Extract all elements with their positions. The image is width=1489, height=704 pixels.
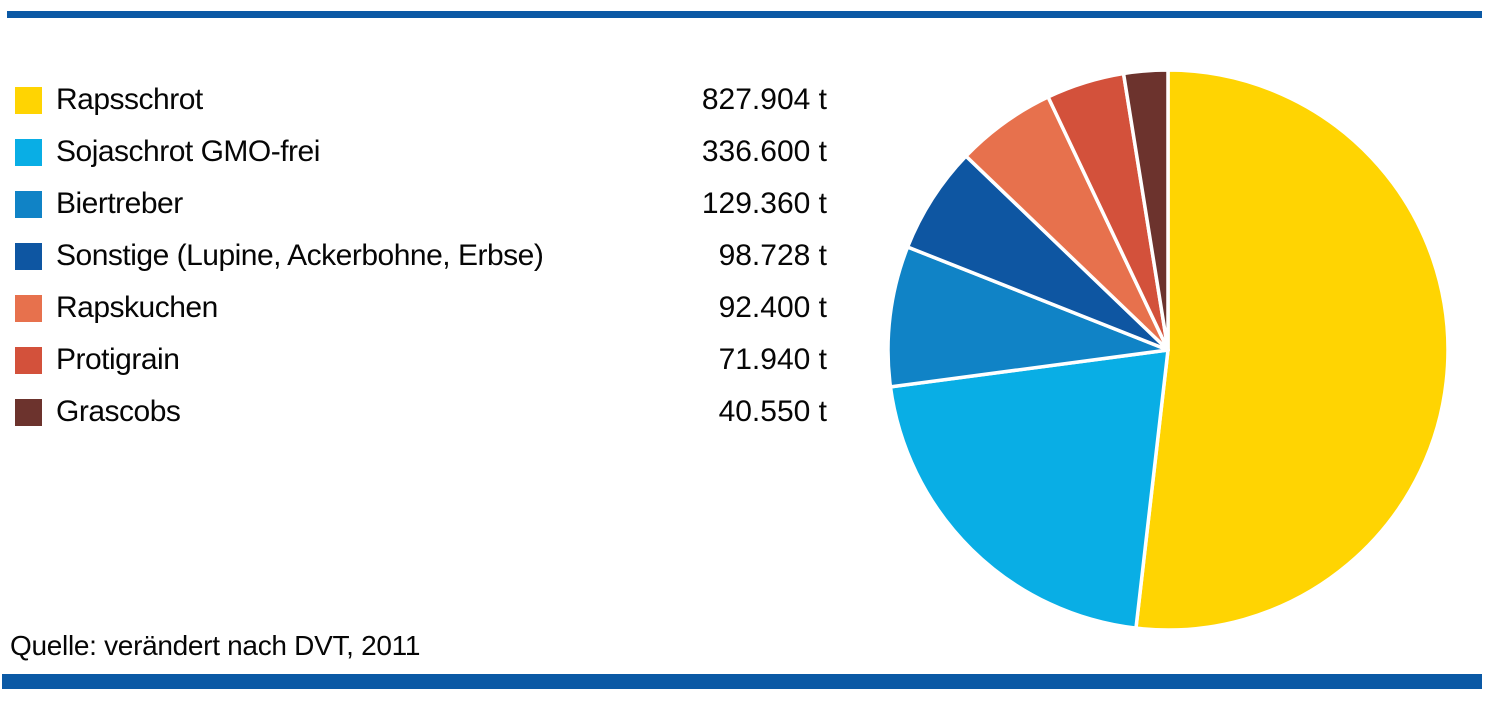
legend-value: 71.940 t bbox=[718, 343, 827, 376]
legend-value: 827.904 t bbox=[701, 83, 827, 116]
legend-label: Protigrain bbox=[56, 343, 180, 376]
legend-value: 336.600 t bbox=[701, 135, 827, 168]
legend-swatch bbox=[15, 294, 42, 322]
legend-item: Sonstige (Lupine, Ackerbohne, Erbse) 98.… bbox=[15, 230, 827, 282]
pie-chart bbox=[868, 50, 1468, 650]
legend-swatch bbox=[15, 86, 42, 114]
pie-legend: Rapsschrot 827.904 t Sojaschrot GMO-frei… bbox=[15, 74, 827, 438]
legend-value: 98.728 t bbox=[718, 239, 827, 272]
legend-value: 40.550 t bbox=[718, 395, 827, 428]
legend-item: Biertreber 129.360 t bbox=[15, 178, 827, 230]
pie-slice bbox=[1121, 68, 1170, 352]
legend-label: Sojaschrot GMO-frei bbox=[56, 135, 320, 168]
legend-value: 92.400 t bbox=[718, 291, 827, 324]
legend-label: Grascobs bbox=[56, 395, 181, 428]
legend-swatch bbox=[15, 398, 42, 426]
legend-label: Rapskuchen bbox=[56, 291, 218, 324]
source-note: Quelle: verändert nach DVT, 2011 bbox=[10, 630, 421, 661]
legend-item: Grascobs 40.550 t bbox=[15, 386, 827, 438]
legend-swatch bbox=[15, 242, 42, 270]
legend-value: 129.360 t bbox=[701, 187, 827, 220]
top-rule bbox=[7, 11, 1482, 18]
legend-item: Rapskuchen 92.400 t bbox=[15, 282, 827, 334]
pie-chart-svg bbox=[886, 68, 1450, 632]
legend-label: Biertreber bbox=[56, 187, 183, 220]
legend-item: Sojaschrot GMO-frei 336.600 t bbox=[15, 126, 827, 178]
pie-slice bbox=[1134, 68, 1450, 632]
legend-label: Sonstige (Lupine, Ackerbohne, Erbse) bbox=[56, 239, 544, 272]
legend-swatch bbox=[15, 346, 42, 374]
legend-label: Rapsschrot bbox=[56, 83, 203, 116]
legend-swatch bbox=[15, 138, 42, 166]
legend-swatch bbox=[15, 190, 42, 218]
legend-item: Protigrain 71.940 t bbox=[15, 334, 827, 386]
legend-item: Rapsschrot 827.904 t bbox=[15, 74, 827, 126]
bottom-rule bbox=[2, 674, 1482, 689]
pie-slice bbox=[886, 245, 1170, 389]
pie-slice bbox=[888, 348, 1170, 630]
